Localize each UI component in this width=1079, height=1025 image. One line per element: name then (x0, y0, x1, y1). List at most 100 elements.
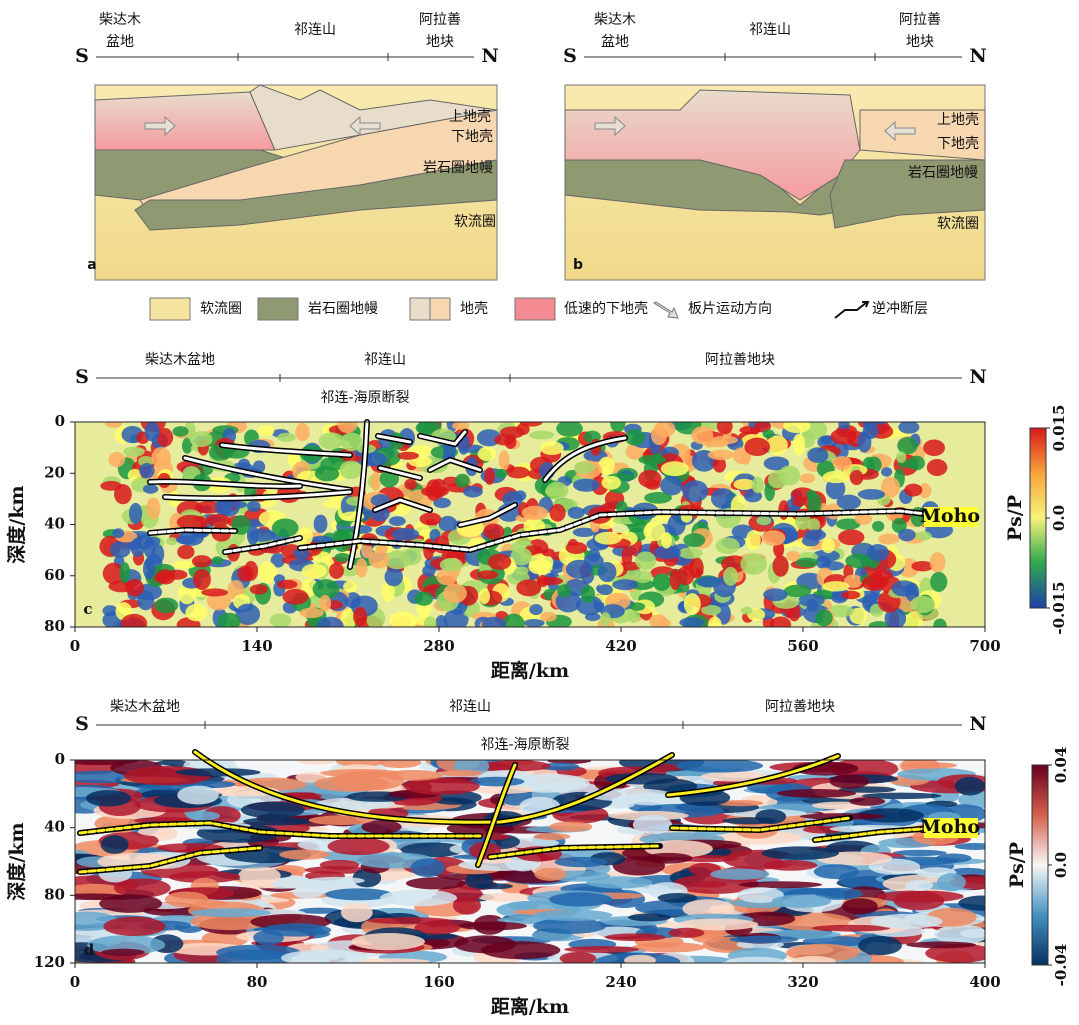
region-label: 柴达木 (99, 12, 141, 28)
image-blob (549, 892, 612, 906)
image-blob (898, 529, 916, 542)
image-blob (283, 589, 309, 605)
image-blob (241, 802, 305, 819)
diagram-b (565, 85, 985, 280)
image-blob (244, 561, 258, 581)
image-blob (459, 922, 527, 931)
image-blob (503, 614, 525, 634)
image-blob (247, 501, 261, 512)
image-blob (101, 949, 144, 956)
image-blob (277, 580, 298, 589)
image-blob (488, 554, 511, 570)
image-blob (455, 474, 470, 488)
profile-start: S (75, 713, 89, 735)
x-tick-label: 700 (969, 637, 1000, 655)
image-blob (300, 608, 324, 618)
image-blob (243, 817, 312, 825)
image-blob (905, 880, 933, 891)
image-blob (849, 797, 885, 806)
image-blob (431, 479, 446, 499)
image-blob (165, 891, 209, 907)
image-blob (112, 528, 124, 538)
image-blob (540, 441, 564, 455)
image-blob (320, 860, 360, 870)
image-blob (916, 531, 932, 540)
layer-label: 岩石圈地幔 (908, 165, 978, 181)
image-blob (529, 604, 543, 615)
image-blob (723, 567, 738, 586)
image-blob (368, 550, 389, 568)
image-blob (295, 423, 309, 441)
image-blob (298, 758, 337, 765)
image-blob (566, 560, 593, 579)
image-blob (678, 547, 702, 558)
legend-label: 逆冲断层 (872, 301, 928, 317)
image-blob (906, 941, 976, 948)
image-blob (440, 770, 483, 776)
x-tick-label: 280 (423, 637, 454, 655)
image-blob (479, 589, 490, 604)
image-blob (557, 584, 571, 597)
image-blob (806, 490, 816, 500)
image-blob (340, 461, 363, 479)
image-blob (837, 495, 861, 510)
image-blob (507, 467, 530, 479)
profile-end: N (969, 45, 986, 67)
image-blob (805, 529, 826, 540)
image-blob (893, 891, 944, 910)
image-blob (954, 843, 996, 850)
x-tick-label: 320 (787, 973, 818, 991)
region-label: 阿拉善地块 (765, 699, 835, 715)
image-blob (573, 478, 600, 491)
image-blob (380, 890, 457, 907)
image-blob (814, 864, 859, 879)
image-blob (762, 846, 839, 859)
image-blob (192, 555, 212, 567)
image-blob (830, 775, 869, 789)
image-blob (793, 434, 806, 456)
image-blob (114, 484, 132, 504)
image-blob (225, 501, 247, 509)
image-blob (777, 789, 856, 798)
image-blob (156, 569, 175, 584)
legend-label: 低速的下地壳 (564, 300, 648, 317)
image-blob (661, 461, 689, 476)
image-blob (351, 933, 425, 950)
image-blob (858, 936, 902, 955)
image-blob (772, 895, 832, 908)
x-tick-label: 160 (423, 973, 454, 991)
image-blob (529, 431, 554, 440)
y-tick-label: 40 (44, 515, 65, 533)
image-blob (857, 431, 871, 452)
y-tick-label: 40 (44, 818, 65, 836)
image-blob (314, 515, 328, 533)
image-blob (595, 532, 622, 545)
image-blob (281, 950, 367, 966)
image-blob (910, 596, 935, 613)
image-blob (478, 447, 496, 461)
colorbar-tick-label: -0.015 (1050, 581, 1068, 634)
image-blob (190, 431, 213, 447)
image-blob (892, 580, 917, 596)
image-blob (881, 467, 892, 477)
image-blob (392, 528, 419, 540)
image-blob (454, 935, 516, 953)
x-tick-label: 140 (241, 637, 272, 655)
image-blob (752, 477, 764, 493)
image-blob (101, 835, 129, 854)
image-blob (177, 545, 194, 559)
region-label: 盆地 (106, 34, 134, 50)
image-blob (308, 877, 365, 885)
image-blob (762, 530, 786, 546)
x-tick-label: 240 (605, 973, 636, 991)
image-blob (831, 428, 857, 444)
image-blob (371, 472, 381, 491)
colorbar-tick-label: 0.0 (1050, 505, 1068, 531)
image-blob (815, 610, 833, 627)
region-label: 柴达木 (594, 12, 636, 28)
image-blob (522, 506, 548, 520)
image-blob (867, 544, 889, 561)
image-blob (710, 868, 769, 879)
image-blob (314, 776, 389, 792)
image-blob (249, 529, 276, 542)
